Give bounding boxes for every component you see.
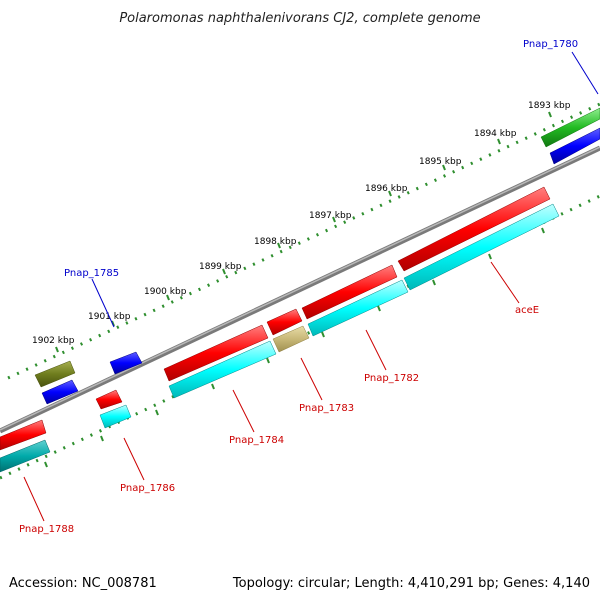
- genome-backbone: [0, 145, 600, 434]
- gene-feature[interactable]: [168, 340, 277, 399]
- gene-feature[interactable]: [99, 404, 132, 429]
- gene-feature[interactable]: [34, 360, 76, 388]
- genome-summary-text: Topology: circular; Length: 4,410,291 bp…: [232, 576, 590, 591]
- gene-feature[interactable]: [397, 186, 551, 272]
- accession-text: Accession: NC_008781: [9, 576, 157, 591]
- reverse-features: [0, 203, 560, 473]
- gene-label-pnap-1782[interactable]: Pnap_1782: [364, 373, 419, 384]
- map-title: Polaromonas naphthalenivorans CJ2, compl…: [119, 11, 480, 26]
- outer-major-ticks: [55, 111, 552, 353]
- genome-backbone-highlight: [0, 146, 600, 431]
- gene-label-pnap-1788[interactable]: Pnap_1788: [19, 524, 74, 535]
- gene-feature[interactable]: [549, 127, 600, 165]
- tick-label: 1894 kbp: [474, 129, 517, 139]
- gene-feature[interactable]: [301, 264, 398, 320]
- gene-label-acee[interactable]: aceE: [515, 305, 539, 316]
- gene-feature[interactable]: [0, 439, 51, 473]
- tick-label: 1897 kbp: [309, 211, 352, 221]
- tick-label: 1899 kbp: [199, 262, 242, 272]
- tick-label: 1896 kbp: [365, 184, 408, 194]
- gene-label-pnap-1783[interactable]: Pnap_1783: [299, 403, 354, 414]
- gene-feature[interactable]: [163, 324, 269, 382]
- gene-feature[interactable]: [272, 325, 310, 353]
- gene-feature[interactable]: [41, 379, 79, 405]
- gene-feature[interactable]: [109, 351, 143, 375]
- gene-label-pnap-1784[interactable]: Pnap_1784: [229, 435, 284, 446]
- gene-label-pnap-1785[interactable]: Pnap_1785: [64, 268, 119, 279]
- tick-label: 1895 kbp: [419, 157, 462, 167]
- forward-features: [0, 107, 600, 451]
- tick-label: 1902 kbp: [32, 336, 75, 346]
- gene-feature[interactable]: [403, 203, 560, 291]
- tick-label: 1898 kbp: [254, 237, 297, 247]
- gene-label-pnap-1786[interactable]: Pnap_1786: [120, 483, 175, 494]
- tick-label: 1900 kbp: [144, 287, 187, 297]
- gene-feature[interactable]: [0, 419, 47, 451]
- gene-feature[interactable]: [95, 389, 123, 410]
- label-leaders: [23, 51, 599, 522]
- gene-feature[interactable]: [266, 308, 303, 336]
- gene-label-pnap-1780[interactable]: Pnap_1780: [523, 39, 578, 50]
- tick-label: 1893 kbp: [528, 101, 571, 111]
- gene-feature[interactable]: [307, 279, 409, 337]
- inner-major-ticks: [44, 227, 545, 468]
- gene-labels: Pnap_1780 Pnap_1785 aceE Pnap_1782 Pnap_…: [19, 39, 578, 535]
- gene-feature[interactable]: [540, 107, 600, 148]
